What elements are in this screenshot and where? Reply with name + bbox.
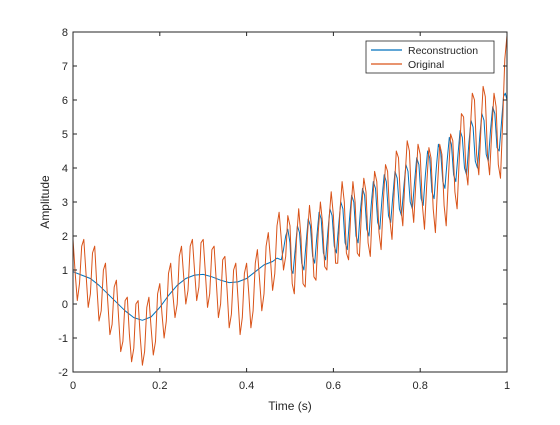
legend-label-reconstruction: Reconstruction (408, 45, 478, 57)
x-axis-label: Time (s) (268, 399, 312, 413)
series-layer (72, 35, 508, 366)
x-tick-label: 1 (504, 380, 510, 392)
x-tick-label: 0.2 (152, 380, 167, 392)
legend: Reconstruction Original (365, 40, 495, 74)
y-tick-label: 4 (62, 163, 68, 175)
x-tick-label: 0.4 (239, 380, 254, 392)
y-tick-label: 1 (62, 265, 68, 277)
y-tick-label: 3 (62, 197, 68, 209)
plot-area-frame (72, 31, 508, 373)
y-tick-label: -2 (58, 367, 68, 379)
y-tick-label: 8 (62, 27, 68, 39)
x-tick-label: 0.6 (326, 380, 341, 392)
series-line-reconstruction (72, 92, 508, 321)
y-tick-label: 5 (62, 129, 68, 141)
y-tick-label: 0 (62, 299, 68, 311)
y-tick-label: 6 (62, 95, 68, 107)
legend-label-original: Original (408, 59, 444, 71)
y-tick-label: 7 (62, 61, 68, 73)
legend-box (365, 40, 495, 74)
y-tick-label: -1 (58, 333, 68, 345)
series-line-original (72, 35, 508, 366)
y-tick-label: 2 (62, 231, 68, 243)
x-tick-label: 0 (70, 380, 76, 392)
axis-ticks: 0 0.2 0.4 0.6 0.8 1 -2 -1 0 1 2 3 4 5 6 7 8 (58, 27, 510, 392)
x-tick-label: 0.8 (413, 380, 428, 392)
y-axis-label: Amplitude (38, 175, 52, 229)
